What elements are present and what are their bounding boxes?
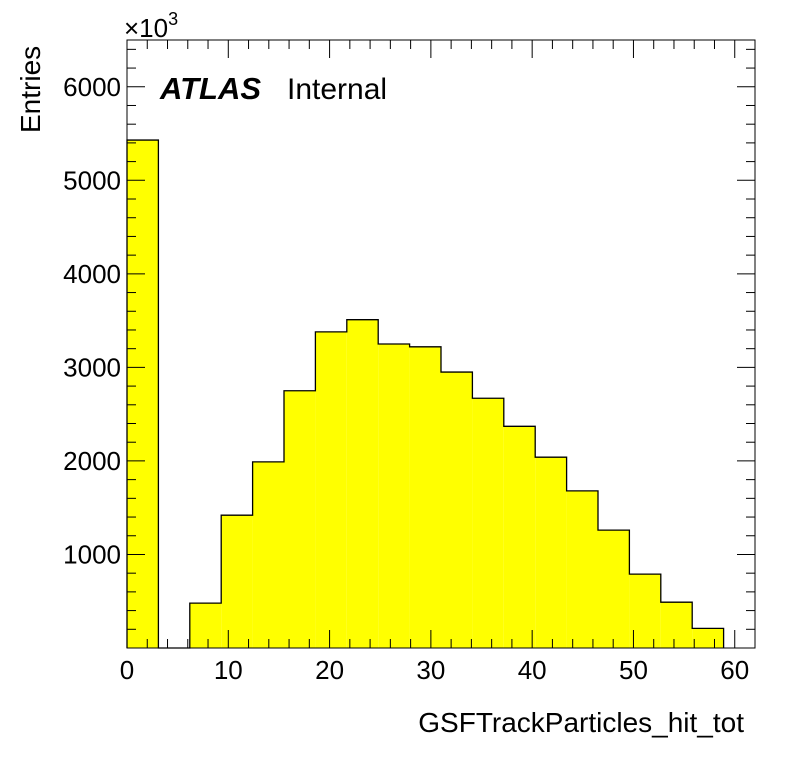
x-tick-label: 20: [315, 655, 344, 685]
histogram-bar: [566, 490, 598, 648]
histogram-bars: [126, 139, 725, 649]
x-tick-label: 50: [619, 655, 648, 685]
y-tick-label: 3000: [63, 352, 121, 382]
histogram-bar: [127, 140, 159, 648]
histogram-bar: [284, 390, 316, 648]
x-tick-label: 0: [120, 655, 134, 685]
histogram-bar: [221, 515, 253, 648]
histogram-bar: [692, 628, 724, 648]
histogram-bar: [252, 461, 284, 648]
y-tick-label: 2000: [63, 446, 121, 476]
x-tick-labels: 0 10 20 30 40 50 60: [120, 655, 749, 685]
y-multiplier-label: ×103: [124, 9, 178, 43]
histogram-bar: [409, 346, 441, 648]
atlas-sublabel: Internal: [287, 73, 387, 106]
x-tick-label: 40: [518, 655, 547, 685]
histogram-bar: [378, 344, 410, 648]
histogram-bar: [315, 331, 347, 648]
atlas-label: ATLAS: [159, 71, 261, 106]
histogram-bar: [535, 457, 567, 648]
histogram-bar: [346, 319, 379, 648]
histogram-bar: [472, 398, 504, 648]
x-tick-label: 30: [416, 655, 445, 685]
y-tick-label: 6000: [63, 72, 121, 102]
y-tick-labels: 1000 2000 3000 4000 5000 6000: [63, 72, 121, 570]
histogram-bar: [441, 372, 473, 648]
y-tick-label: 5000: [63, 165, 121, 195]
x-tick-label: 60: [720, 655, 749, 685]
y-tick-label: 4000: [63, 259, 121, 289]
plot-frame: [126, 39, 756, 649]
histogram-outline: [126, 139, 725, 649]
histogram-bar: [189, 603, 222, 648]
histogram-bar: [629, 574, 661, 648]
x-axis-title: GSFTrackParticles_hit_tot: [418, 707, 744, 738]
histogram-bar: [503, 426, 536, 648]
histogram-bar: [660, 602, 693, 648]
y-axis-title: Entries: [15, 46, 46, 133]
x-tick-label: 10: [214, 655, 243, 685]
y-tick-label: 1000: [63, 539, 121, 569]
histogram-bar: [598, 530, 630, 648]
